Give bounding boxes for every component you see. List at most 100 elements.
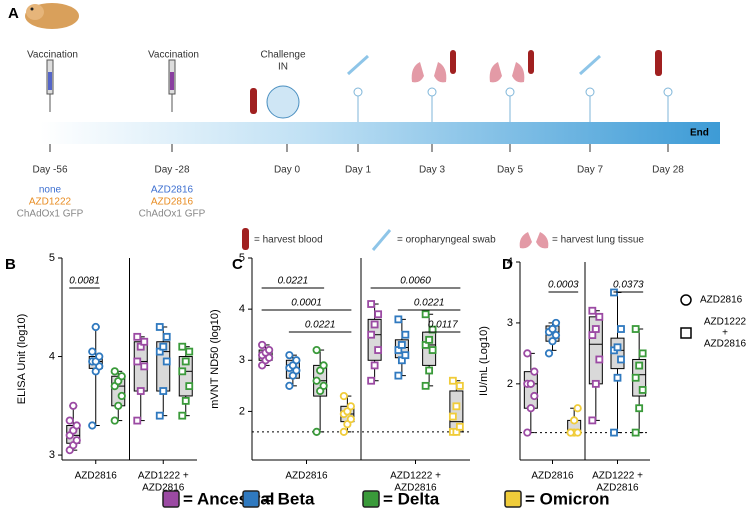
data-point <box>265 345 274 355</box>
day-label: Day 3 <box>419 165 446 176</box>
data-point <box>88 347 97 356</box>
data-point <box>425 366 434 375</box>
legend-label: = Ancestral <box>183 489 275 508</box>
event-label: Vaccination <box>148 50 199 61</box>
p-value: 0.0221 <box>414 298 445 309</box>
data-point <box>530 391 539 401</box>
y-tick-label: 3 <box>239 354 245 366</box>
data-point <box>631 428 640 437</box>
data-point <box>573 428 582 437</box>
data-point <box>421 381 430 390</box>
y-tick-label: 3 <box>507 317 513 329</box>
day-label: Day 7 <box>577 165 604 176</box>
data-point <box>455 381 464 390</box>
y-axis-label: mVNT ND50 (log10) <box>209 309 221 408</box>
data-point <box>588 331 597 340</box>
data-point <box>573 404 582 413</box>
data-point <box>91 322 100 332</box>
data-point <box>319 361 328 370</box>
group-label: ChAdOx1 GFP <box>139 209 206 220</box>
data-point <box>155 323 164 331</box>
data-point <box>595 312 604 321</box>
group-label: AZD2816 <box>151 197 194 208</box>
event-label: IN <box>278 62 288 73</box>
p-value: 0.0001 <box>291 298 322 309</box>
group-label: AZD1222 + <box>138 471 189 482</box>
data-point <box>448 376 457 385</box>
data-point <box>159 342 168 351</box>
data-point <box>370 361 379 370</box>
data-point <box>397 341 406 349</box>
data-point <box>617 325 625 333</box>
data-point <box>133 357 142 366</box>
data-point <box>185 382 194 390</box>
data-point <box>548 324 557 334</box>
data-point <box>285 381 294 390</box>
panel-letter: B <box>5 256 16 273</box>
data-point <box>570 416 579 425</box>
data-point <box>455 422 464 431</box>
p-value: 0.0373 <box>613 280 644 291</box>
data-point <box>448 412 457 421</box>
data-point <box>178 342 187 351</box>
group-label: none <box>39 185 62 196</box>
data-point <box>631 373 640 382</box>
data-point <box>312 427 321 436</box>
data-point <box>523 428 532 437</box>
data-point <box>638 386 647 394</box>
legend-swatch <box>242 490 260 508</box>
data-point <box>544 349 554 358</box>
data-point <box>591 325 600 333</box>
legend-shape <box>680 294 692 306</box>
group-label: AZD2816 <box>285 471 328 482</box>
data-point <box>346 414 355 424</box>
node <box>663 87 673 97</box>
day-label: Day 1 <box>345 165 372 176</box>
data-point <box>140 337 149 346</box>
data-point <box>374 310 383 319</box>
y-tick-label: 4 <box>507 256 513 268</box>
data-point <box>72 421 81 430</box>
group-label: AZD2816 <box>531 471 574 482</box>
legend-label: AZD2816 <box>704 339 747 350</box>
data-point <box>591 379 600 388</box>
legend-label: = Omicron <box>525 489 610 508</box>
data-point <box>588 416 597 425</box>
data-point <box>117 372 126 381</box>
group-label: AZD2816 <box>142 483 185 494</box>
data-point <box>566 428 575 437</box>
data-point <box>548 337 557 346</box>
data-point <box>319 381 328 390</box>
y-tick-label: 5 <box>49 252 55 264</box>
p-value: 0.0081 <box>69 276 100 287</box>
day-label: Day 5 <box>497 165 524 176</box>
end-label: End <box>690 128 709 139</box>
icon-legend: = harvest blood <box>254 235 323 246</box>
data-point <box>530 367 539 376</box>
event-label: Challenge <box>260 50 305 61</box>
data-point <box>133 332 142 341</box>
y-tick-label: 2 <box>239 405 245 417</box>
data-point <box>65 416 74 425</box>
data-point <box>374 346 383 354</box>
data-point <box>401 351 410 360</box>
data-point <box>367 300 376 308</box>
data-point <box>155 411 164 420</box>
data-point <box>394 371 403 380</box>
data-point <box>595 355 604 364</box>
data-point <box>140 362 149 371</box>
data-point <box>110 416 119 425</box>
data-point <box>428 325 437 334</box>
data-point <box>258 340 267 350</box>
data-point <box>117 391 126 401</box>
group-label: AZD1222 + <box>592 471 643 482</box>
y-tick-label: 4 <box>49 350 55 362</box>
y-axis-label: ELISA Unit (log10) <box>16 314 28 405</box>
data-point <box>339 391 348 401</box>
data-point <box>588 306 597 315</box>
legend-label: = Beta <box>263 489 315 508</box>
panel-letter: C <box>232 256 243 273</box>
node <box>353 87 363 97</box>
data-point <box>551 318 561 328</box>
